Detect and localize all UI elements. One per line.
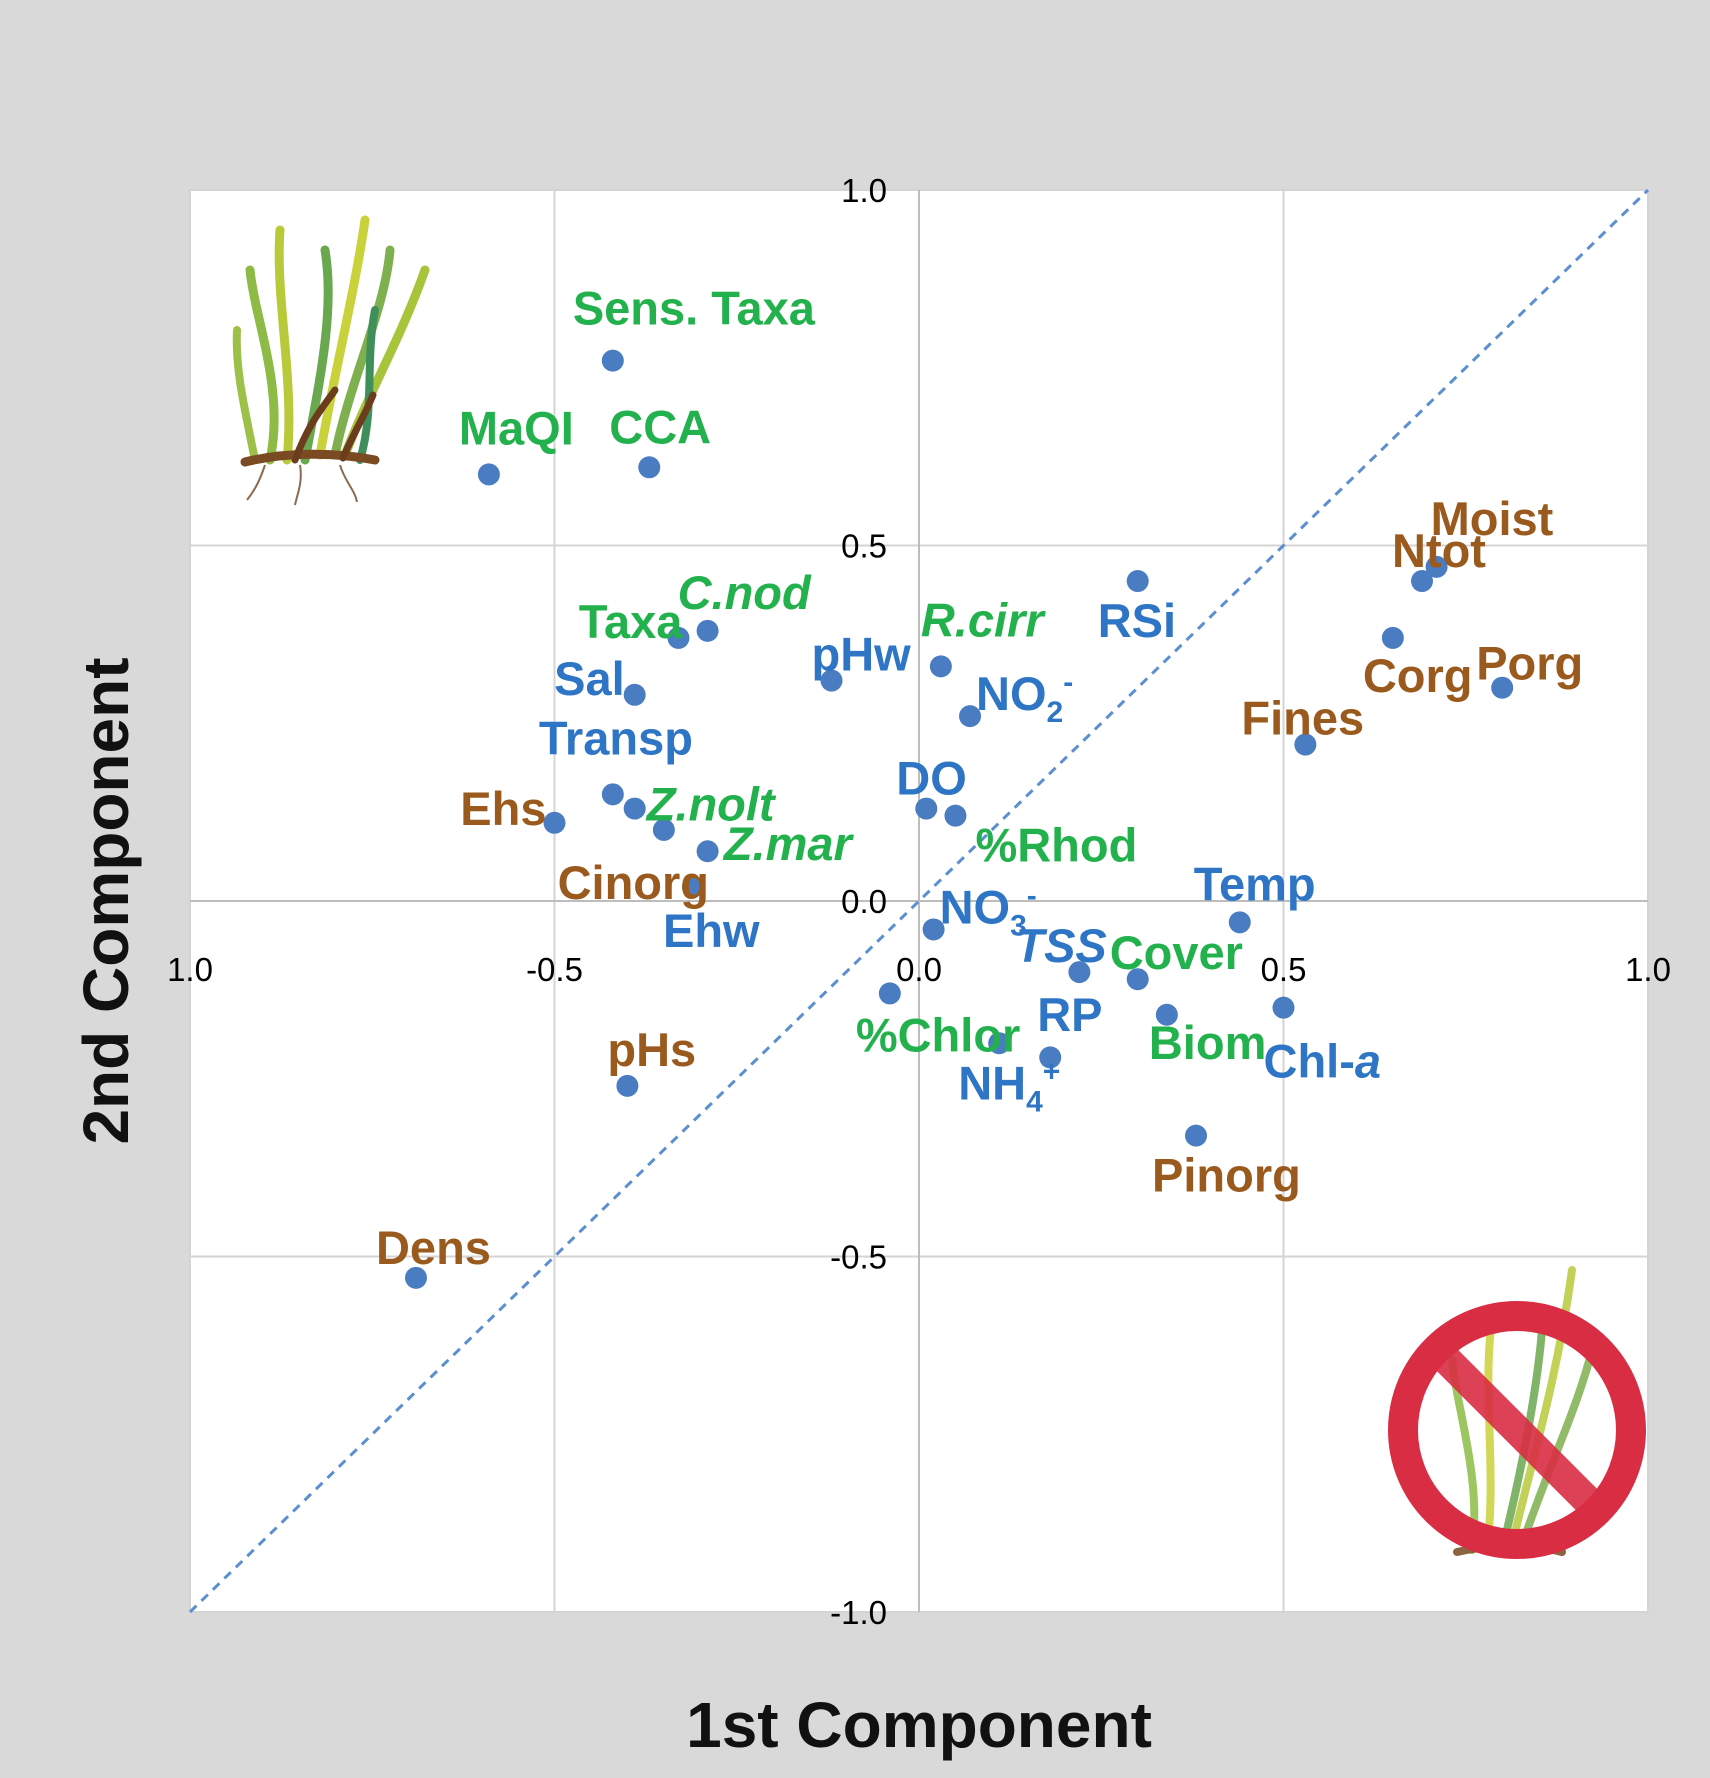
point-rsi xyxy=(1126,570,1149,593)
label-z-nolt: Z.nolt xyxy=(645,778,777,831)
no-seagrass-icon xyxy=(1388,1266,1646,1559)
label-tss: TSS xyxy=(1015,919,1106,972)
label-cover: Cover xyxy=(1110,926,1243,979)
point-z-mar xyxy=(652,818,675,841)
point-no3 xyxy=(922,918,945,941)
point-no2 xyxy=(959,705,982,728)
point-c-nod xyxy=(696,619,719,642)
point-moist xyxy=(1425,555,1448,578)
y-axis-title: 2nd Component xyxy=(70,657,142,1144)
x-tick-label: -0.5 xyxy=(526,951,583,988)
point-r-cirr xyxy=(929,655,952,678)
point-phw xyxy=(820,669,843,692)
label-chlor: %Chlor xyxy=(856,1008,1021,1061)
label-r-cirr: R.cirr xyxy=(921,593,1046,646)
point-phs xyxy=(616,1074,639,1097)
label-ehs: Ehs xyxy=(460,782,546,835)
label-chl-a: Chl-a xyxy=(1264,1035,1382,1088)
point-cca xyxy=(638,456,661,479)
label-ntot: Ntot xyxy=(1392,524,1486,577)
point-maqi xyxy=(477,463,500,486)
label-moist: Moist xyxy=(1431,492,1554,545)
label-sens-taxa: Sens. Taxa xyxy=(573,282,816,335)
y-tick-label: -0.5 xyxy=(830,1239,887,1276)
point-biom xyxy=(1155,1003,1178,1026)
point-rhod xyxy=(944,804,967,827)
label-temp: Temp xyxy=(1194,857,1316,910)
label-dens: Dens xyxy=(376,1221,491,1274)
x-tick-label: 1.0 xyxy=(1625,951,1671,988)
label-rp: RP xyxy=(1037,988,1102,1041)
label-z-mar: Z.mar xyxy=(722,817,855,870)
seagrass-icon xyxy=(232,215,430,506)
label-transp: Transp xyxy=(539,711,693,764)
x-axis-ticks: 1.0 -0.5 0.0 0.5 1.0 xyxy=(167,951,1671,988)
zero-axes xyxy=(190,190,1648,1612)
point-nh4 xyxy=(1039,1046,1062,1069)
point-sens-taxa xyxy=(601,349,624,372)
y-axis-ticks: 1.0 0.5 0.0 -0.5 -1.0 xyxy=(830,172,887,1631)
point-transp xyxy=(601,783,624,806)
label-corg: Corg xyxy=(1363,649,1473,702)
label-fines: Fines xyxy=(1241,692,1364,745)
loading-points xyxy=(404,349,1514,1289)
point-do xyxy=(915,797,938,820)
x-tick-label: 1.0 xyxy=(167,951,213,988)
label-pinorg: Pinorg xyxy=(1152,1149,1301,1202)
point-dens xyxy=(404,1266,427,1289)
point-taxa xyxy=(667,626,690,649)
point-fines xyxy=(1294,733,1317,756)
label-biom: Biom xyxy=(1149,1016,1267,1069)
point-tss xyxy=(1068,961,1091,984)
point-porg xyxy=(1491,676,1514,699)
point-chlor xyxy=(878,982,901,1005)
y-tick-label: 0.0 xyxy=(841,883,887,920)
label-sal: Sal xyxy=(554,652,625,705)
label-phs: pHs xyxy=(607,1023,696,1076)
x-tick-label: 0.0 xyxy=(896,951,942,988)
point-sal xyxy=(623,683,646,706)
label-rhod: %Rhod xyxy=(975,819,1137,872)
label-rsi: RSi xyxy=(1098,594,1176,647)
y-tick-label: 0.5 xyxy=(841,528,887,565)
y-tick-label: -1.0 xyxy=(830,1594,887,1631)
x-tick-label: 0.5 xyxy=(1261,951,1307,988)
point-pinorg xyxy=(1185,1124,1208,1147)
x-axis-title: 1st Component xyxy=(686,1689,1152,1761)
label-phw: pHw xyxy=(812,628,912,681)
point-ntot xyxy=(1411,570,1434,593)
label-do: DO xyxy=(896,752,967,805)
point-ehs xyxy=(543,811,566,834)
label-ehw: Ehw xyxy=(663,904,760,957)
label-nh4: NH4+ xyxy=(958,1055,1060,1118)
label-taxa: Taxa xyxy=(579,595,683,648)
point-corg xyxy=(1381,626,1404,649)
label-maqi: MaQI xyxy=(459,401,574,454)
point-cinorg xyxy=(696,840,719,863)
point-z-nolt xyxy=(623,797,646,820)
label-cca: CCA xyxy=(609,400,711,453)
reference-diagonal-line xyxy=(188,188,1650,1614)
point-ehw xyxy=(682,875,705,898)
label-c-nod: C.nod xyxy=(678,566,812,619)
point-chl-a xyxy=(1272,996,1295,1019)
y-tick-label: 1.0 xyxy=(841,172,887,209)
point-cover xyxy=(1126,968,1149,991)
point-temp xyxy=(1228,911,1251,934)
label-cinorg: Cinorg xyxy=(558,856,709,909)
label-porg: Porg xyxy=(1476,637,1583,690)
point-rp xyxy=(988,1032,1011,1055)
